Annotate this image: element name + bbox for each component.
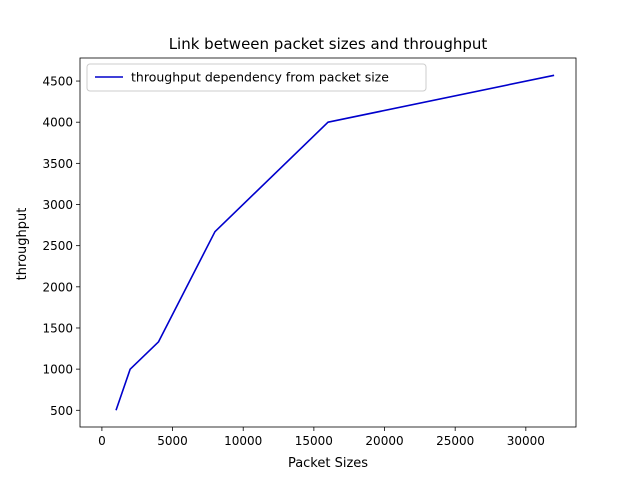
legend: throughput dependency from packet size — [87, 64, 426, 91]
legend-entry-label: throughput dependency from packet size — [131, 70, 389, 85]
x-axis-label: Packet Sizes — [288, 456, 368, 471]
x-tick-label: 10000 — [224, 434, 262, 448]
y-tick-label: 3500 — [42, 157, 73, 171]
y-tick-label: 3000 — [42, 198, 73, 212]
y-tick-label: 2000 — [42, 280, 73, 294]
y-tick-label: 4000 — [42, 116, 73, 130]
chart-title: Link between packet sizes and throughput — [169, 35, 488, 53]
y-tick-label: 2500 — [42, 239, 73, 253]
x-tick-label: 30000 — [507, 434, 545, 448]
y-axis-label: throughput — [15, 208, 30, 281]
x-tick-label: 15000 — [295, 434, 333, 448]
x-tick-label: 5000 — [157, 434, 188, 448]
x-tick-label: 20000 — [365, 434, 403, 448]
y-tick-label: 500 — [50, 404, 73, 418]
y-tick-label: 4500 — [42, 75, 73, 89]
y-tick-label: 1000 — [42, 363, 73, 377]
x-tick-label: 25000 — [436, 434, 474, 448]
x-tick-label: 0 — [98, 434, 106, 448]
y-tick-label: 1500 — [42, 321, 73, 335]
